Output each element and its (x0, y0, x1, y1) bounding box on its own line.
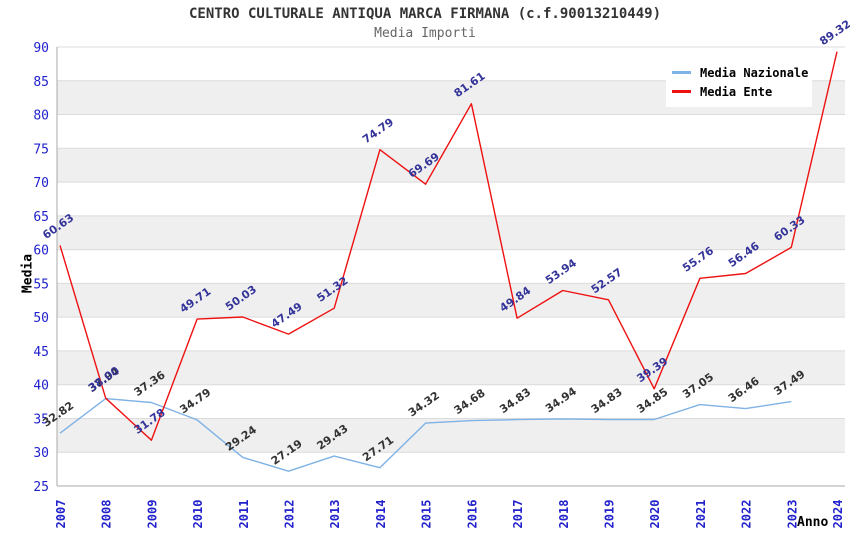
y-tick-label: 45 (33, 345, 49, 360)
x-tick-label: 2016 (465, 500, 479, 529)
media-ente-line-swatch (672, 90, 691, 93)
plot-band (57, 283, 845, 318)
x-tick-label: 2020 (648, 500, 662, 529)
legend: Media Nazionale Media Ente (666, 58, 812, 107)
x-tick-label: 2014 (374, 500, 388, 529)
plot-band (57, 182, 845, 216)
plot-band (57, 350, 845, 385)
x-tick-label: 2019 (602, 500, 616, 529)
y-tick-label: 75 (33, 142, 49, 157)
y-tick-label: 65 (33, 210, 49, 225)
x-tick-label: 2015 (420, 500, 434, 529)
y-tick-label: 55 (33, 277, 49, 292)
legend-label: Media Nazionale (700, 65, 809, 80)
plot-band (57, 148, 845, 183)
y-tick-label: 50 (33, 311, 49, 326)
y-tick-label: 85 (33, 75, 49, 90)
y-tick-label: 30 (33, 446, 49, 461)
y-tick-label: 35 (33, 412, 49, 427)
y-tick-label: 80 (33, 109, 49, 124)
plot-band (57, 418, 845, 453)
x-tick-label: 2013 (328, 500, 342, 529)
x-tick-label: 2024 (831, 500, 845, 529)
media-nazionale-line-swatch (672, 71, 691, 74)
y-tick-label: 60 (33, 244, 49, 259)
plot-band (57, 249, 845, 284)
chart-subtitle: Media Importi (374, 26, 476, 41)
media-ente-value-label: 89.32 (817, 17, 850, 48)
x-tick-label: 2012 (283, 500, 297, 529)
plot-band (57, 114, 845, 149)
y-axis-title: Media (20, 253, 36, 294)
legend-label: Media Ente (700, 84, 773, 99)
x-tick-label: 2007 (54, 500, 68, 529)
y-tick-label: 25 (33, 480, 49, 495)
plot-band (57, 452, 845, 486)
plot-band (57, 384, 845, 419)
media-nazionale-line (59, 397, 792, 472)
media-ente-line (59, 51, 838, 441)
x-tick-label: 2021 (694, 500, 708, 529)
x-tick-label: 2017 (511, 500, 525, 529)
legend-item-media-ente: Media Ente (672, 82, 806, 101)
x-axis-title: Anno (797, 515, 829, 530)
x-tick-label: 2023 (785, 500, 799, 529)
plot-band (57, 317, 845, 351)
plot-band (57, 215, 845, 250)
y-tick-label: 70 (33, 176, 49, 191)
x-tick-label: 2011 (237, 500, 251, 529)
y-tick-label: 40 (33, 379, 49, 394)
x-tick-label: 2010 (191, 500, 205, 529)
legend-item-media-nazionale: Media Nazionale (672, 63, 809, 82)
x-tick-label: 2008 (100, 500, 114, 529)
x-tick-label: 2022 (740, 500, 754, 529)
x-tick-label: 2018 (557, 500, 571, 529)
y-tick-label: 90 (33, 41, 49, 56)
chart-title: CENTRO CULTURALE ANTIQUA MARCA FIRMANA (… (188, 6, 661, 22)
x-tick-label: 2009 (145, 500, 159, 529)
